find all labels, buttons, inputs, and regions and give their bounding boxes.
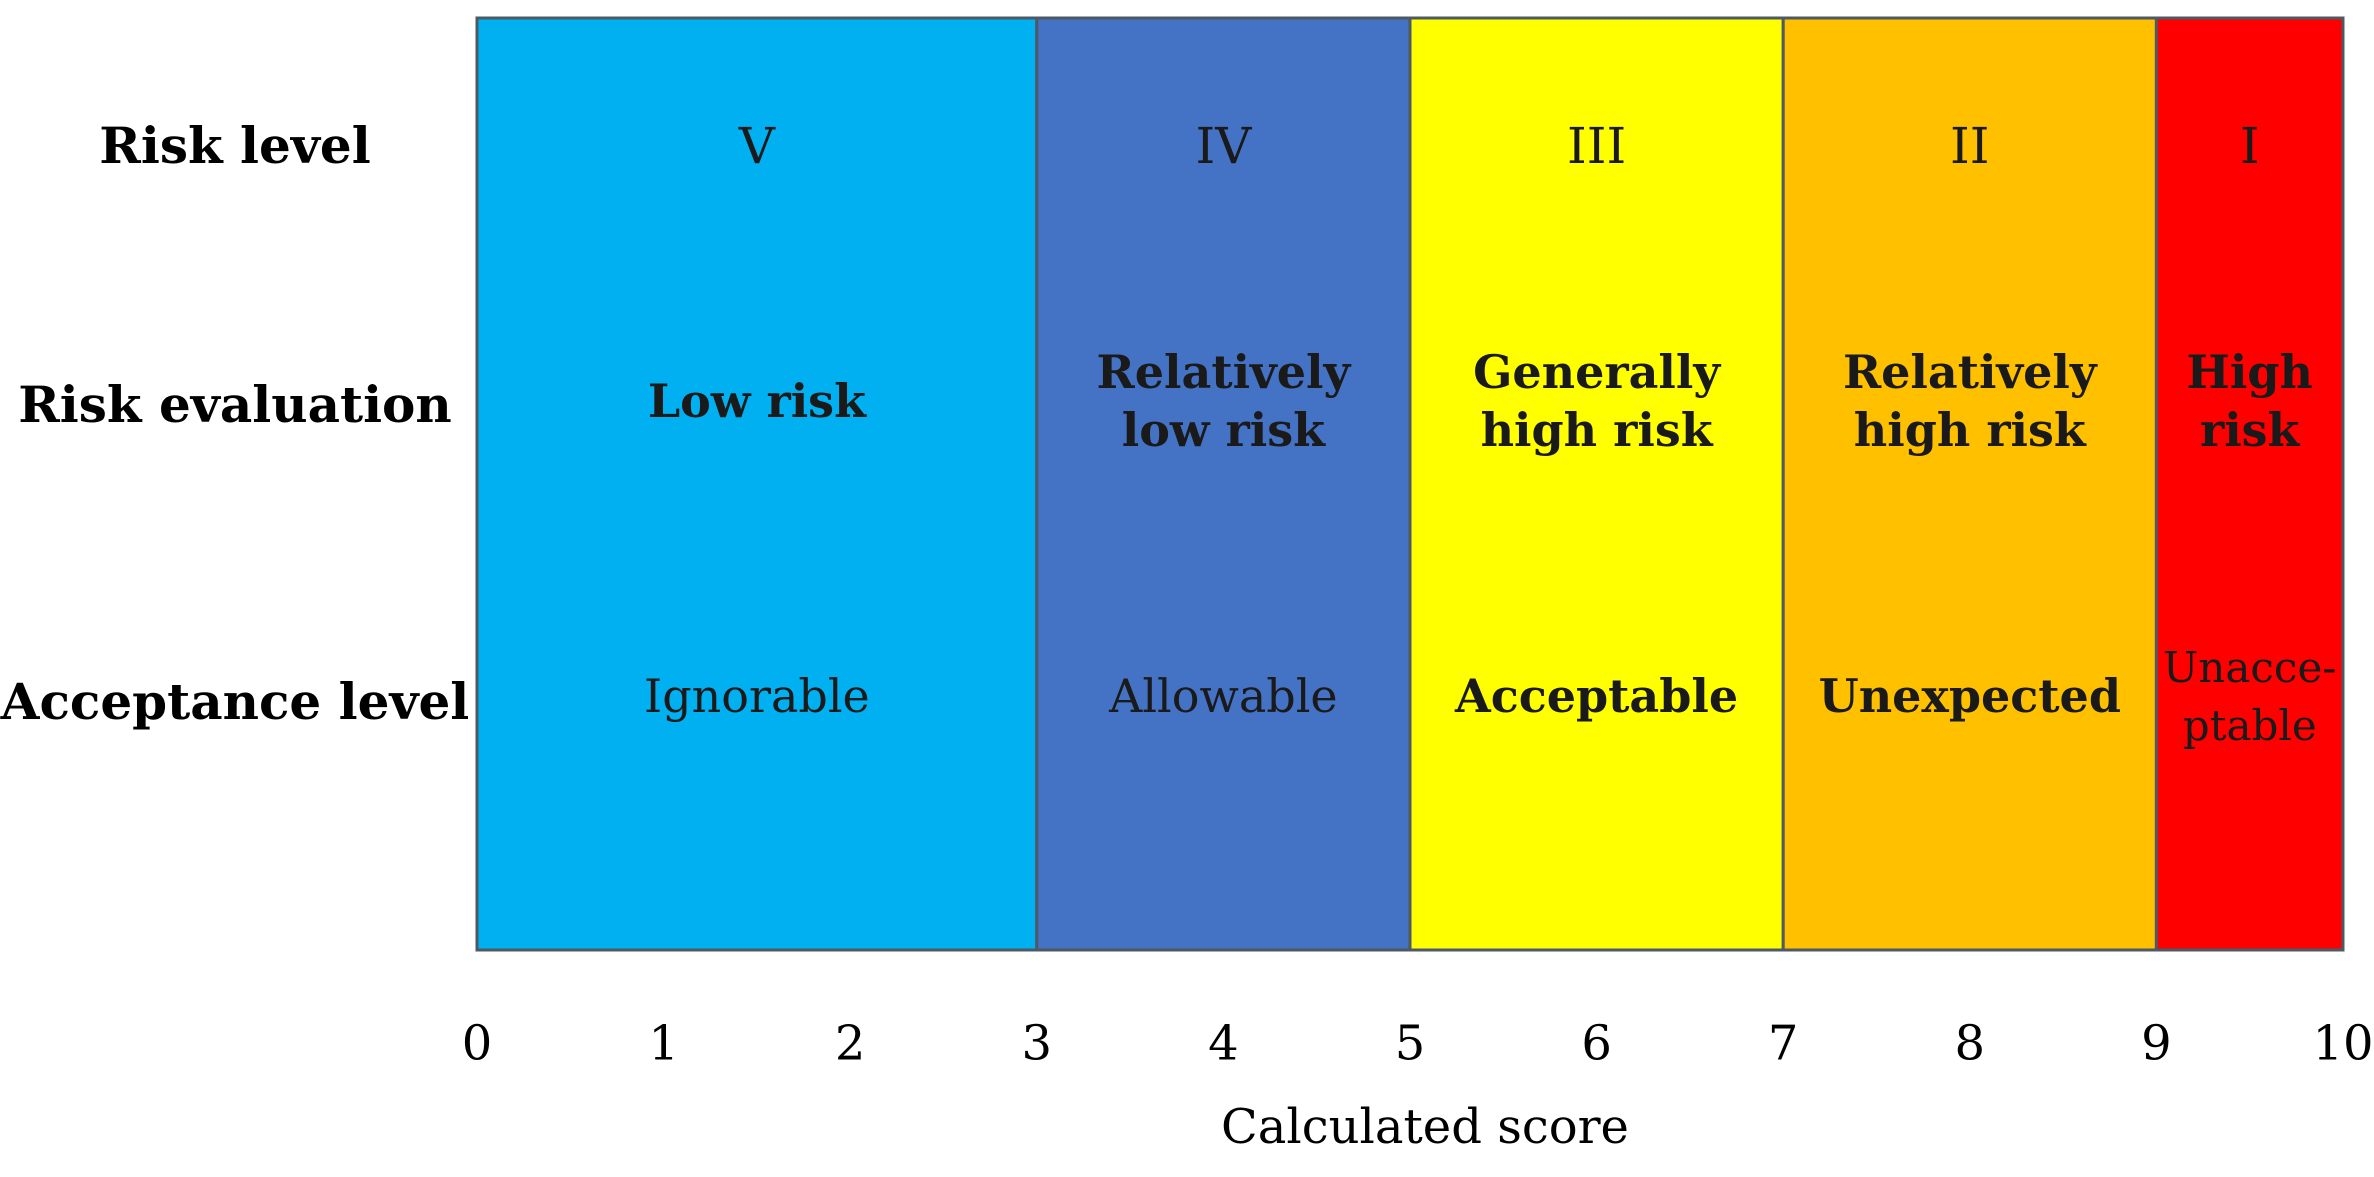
row-label-risk-evaluation: Risk evaluation (18, 375, 452, 434)
band-risk-evaluation: Generally high risk (1473, 345, 1721, 457)
band-risk-evaluation: Low risk (648, 374, 867, 428)
axis-tick-label: 7 (1768, 1016, 1799, 1072)
risk-band-1: V Low risk Ignorable (475, 16, 1039, 952)
risk-band-4: II Relatively high risk Unexpected (1781, 16, 2158, 952)
axis-tick-label: 8 (1955, 1016, 1986, 1072)
row-label-acceptance-level: Acceptance level (0, 672, 470, 731)
band-risk-evaluation: Relatively high risk (1843, 345, 2098, 457)
axis-tick-label: 0 (462, 1016, 493, 1072)
band-acceptance-level: Unacce-ptable (2163, 643, 2337, 750)
band-acceptance-level: Unexpected (1819, 669, 2121, 723)
band-risk-level: II (1950, 117, 1990, 175)
band-risk-level: IV (1195, 117, 1252, 175)
band-acceptance-level: Ignorable (644, 669, 870, 723)
score-axis: 0 1 2 3 4 5 6 7 8 9 10 (462, 1016, 2374, 1072)
band-acceptance-level: Acceptable (1454, 669, 1738, 723)
band-risk-evaluation: Relatively low risk (1097, 345, 1352, 457)
band-acceptance-level: Allowable (1108, 669, 1338, 723)
band-rect (1781, 16, 2158, 952)
risk-band-3: III Generally high risk Acceptable (1408, 16, 1785, 952)
risk-band-2: IV Relatively low risk Allowable (1035, 16, 1412, 952)
axis-tick-label: 4 (1208, 1016, 1239, 1072)
row-label-risk-level: Risk level (99, 116, 371, 175)
risk-bands: V Low risk Ignorable IV Relatively low risk Al… (475, 16, 2345, 952)
band-rect (1408, 16, 1785, 952)
band-rect (2154, 16, 2345, 952)
axis-tick-label: 2 (835, 1016, 866, 1072)
axis-tick-label: 9 (2141, 1016, 2172, 1072)
band-risk-level: I (2240, 117, 2260, 175)
band-rect (1035, 16, 1412, 952)
axis-tick-label: 1 (648, 1016, 679, 1072)
band-risk-evaluation: High risk (2186, 345, 2313, 457)
risk-band-5: I High risk Unacce-ptable (2154, 16, 2345, 952)
axis-tick-label: 5 (1395, 1016, 1426, 1072)
axis-title: Calculated score (1221, 1099, 1629, 1155)
axis-tick-label: 3 (1022, 1016, 1053, 1072)
axis-tick-label: 6 (1581, 1016, 1612, 1072)
axis-tick-label: 10 (2312, 1016, 2373, 1072)
band-risk-level: V (738, 117, 776, 175)
band-risk-level: III (1567, 117, 1626, 175)
